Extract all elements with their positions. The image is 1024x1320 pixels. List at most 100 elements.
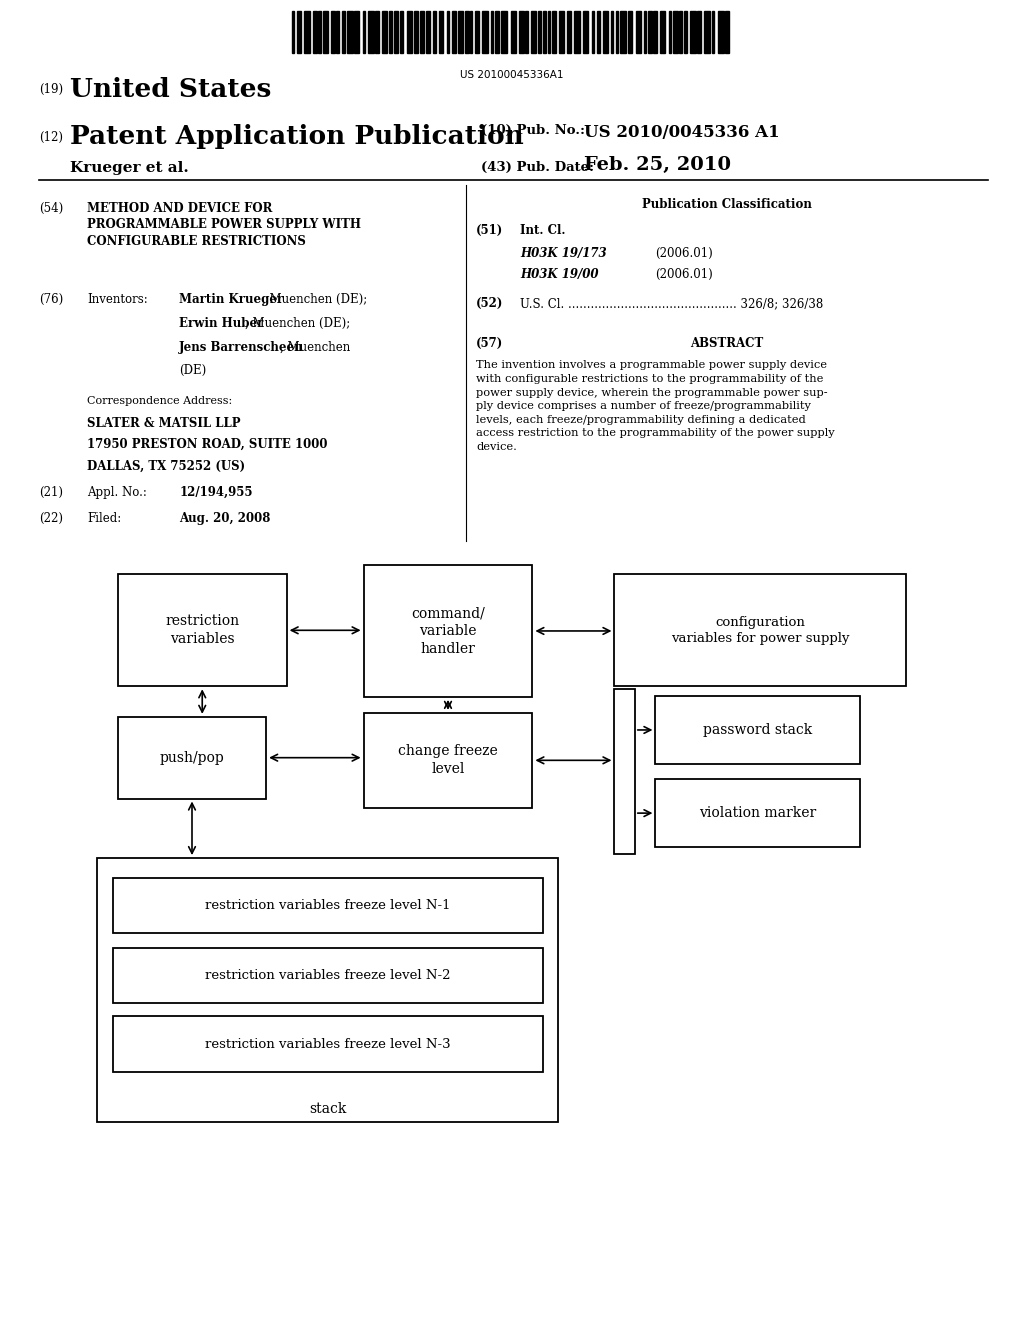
Text: U.S. Cl. ............................................. 326/8; 326/38: U.S. Cl. ...............................… <box>520 297 823 310</box>
Bar <box>655 696 860 764</box>
Bar <box>539 11 541 53</box>
Bar <box>511 11 516 53</box>
Text: H03K 19/173: H03K 19/173 <box>520 247 607 260</box>
Bar <box>614 689 635 854</box>
Bar <box>113 948 543 1003</box>
Text: Erwin Huber: Erwin Huber <box>179 317 263 330</box>
Bar <box>684 11 687 53</box>
Bar <box>336 11 339 53</box>
Bar <box>669 11 672 53</box>
Bar <box>696 11 700 53</box>
Text: Int. Cl.: Int. Cl. <box>520 224 565 238</box>
Bar <box>347 11 353 53</box>
Text: Patent Application Publication: Patent Application Publication <box>70 124 523 149</box>
Bar <box>583 11 588 53</box>
Bar <box>414 11 418 53</box>
Text: Filed:: Filed: <box>87 512 121 525</box>
Bar <box>690 11 695 53</box>
Text: (54): (54) <box>39 202 63 215</box>
Text: (43) Pub. Date:: (43) Pub. Date: <box>481 161 594 174</box>
Bar <box>354 11 358 53</box>
Text: Publication Classification: Publication Classification <box>642 198 812 211</box>
Text: (10) Pub. No.:: (10) Pub. No.: <box>481 124 586 137</box>
Bar <box>718 11 724 53</box>
Text: change freeze
level: change freeze level <box>398 744 498 776</box>
Text: violation marker: violation marker <box>699 807 816 820</box>
Text: , Muenchen (DE);: , Muenchen (DE); <box>262 293 368 306</box>
Text: METHOD AND DEVICE FOR
PROGRAMMABLE POWER SUPPLY WITH
CONFIGURABLE RESTRICTIONS: METHOD AND DEVICE FOR PROGRAMMABLE POWER… <box>87 202 361 248</box>
Bar <box>659 11 666 53</box>
Text: , Muenchen: , Muenchen <box>281 341 350 354</box>
Bar <box>574 11 580 53</box>
Bar <box>465 11 469 53</box>
Bar <box>495 11 499 53</box>
Text: , Muenchen (DE);: , Muenchen (DE); <box>245 317 350 330</box>
Bar <box>364 713 532 808</box>
Bar <box>543 11 546 53</box>
Text: Jens Barrenscheen: Jens Barrenscheen <box>179 341 304 354</box>
Bar <box>420 11 424 53</box>
Text: stack: stack <box>309 1102 346 1117</box>
Bar <box>342 11 345 53</box>
Bar <box>407 11 412 53</box>
Text: The invention involves a programmable power supply device
with configurable rest: The invention involves a programmable po… <box>476 360 835 451</box>
Bar <box>621 11 626 53</box>
Text: 12/194,955: 12/194,955 <box>179 486 253 499</box>
Text: Martin Krueger: Martin Krueger <box>179 293 284 306</box>
Bar <box>292 11 294 53</box>
Text: H03K 19/00: H03K 19/00 <box>520 268 599 281</box>
Bar <box>552 11 556 53</box>
Text: Inventors:: Inventors: <box>87 293 147 306</box>
Bar <box>118 717 266 799</box>
Bar <box>673 11 678 53</box>
Text: (DE): (DE) <box>179 364 207 378</box>
Bar <box>458 11 463 53</box>
Text: password stack: password stack <box>703 723 812 737</box>
Text: (12): (12) <box>39 131 62 144</box>
Bar <box>653 11 657 53</box>
Bar <box>614 574 906 686</box>
Bar <box>592 11 594 53</box>
Bar <box>382 11 387 53</box>
Bar <box>530 11 536 53</box>
Text: US 20100045336A1: US 20100045336A1 <box>460 70 564 81</box>
Bar <box>655 779 860 847</box>
Bar <box>597 11 600 53</box>
Bar <box>364 565 532 697</box>
Bar <box>297 11 301 53</box>
Text: restriction variables freeze level N-1: restriction variables freeze level N-1 <box>205 899 451 912</box>
Bar <box>400 11 403 53</box>
Bar <box>616 11 618 53</box>
Text: (2006.01): (2006.01) <box>655 247 713 260</box>
Bar <box>439 11 442 53</box>
Text: restriction
variables: restriction variables <box>165 614 240 647</box>
Text: Correspondence Address:: Correspondence Address: <box>87 396 232 407</box>
Bar <box>644 11 646 53</box>
Text: (57): (57) <box>476 337 504 350</box>
Text: ABSTRACT: ABSTRACT <box>690 337 764 350</box>
Text: command/
variable
handler: command/ variable handler <box>411 606 485 656</box>
Text: (52): (52) <box>476 297 504 310</box>
Bar <box>679 11 682 53</box>
Bar <box>375 11 379 53</box>
Bar <box>611 11 613 53</box>
Bar <box>394 11 397 53</box>
Bar <box>492 11 493 53</box>
Bar <box>648 11 651 53</box>
Bar <box>113 1016 543 1072</box>
Text: configuration
variables for power supply: configuration variables for power supply <box>671 615 850 645</box>
Text: US 2010/0045336 A1: US 2010/0045336 A1 <box>584 124 779 141</box>
Bar <box>705 11 711 53</box>
Bar <box>317 11 321 53</box>
Bar <box>548 11 550 53</box>
Bar <box>525 11 528 53</box>
Bar <box>482 11 487 53</box>
Text: DALLAS, TX 75252 (US): DALLAS, TX 75252 (US) <box>87 459 245 473</box>
Bar <box>312 11 316 53</box>
Bar <box>567 11 570 53</box>
Bar <box>331 11 335 53</box>
Bar <box>389 11 392 53</box>
Text: (51): (51) <box>476 224 504 238</box>
Text: (2006.01): (2006.01) <box>655 268 713 281</box>
Bar <box>97 858 558 1122</box>
